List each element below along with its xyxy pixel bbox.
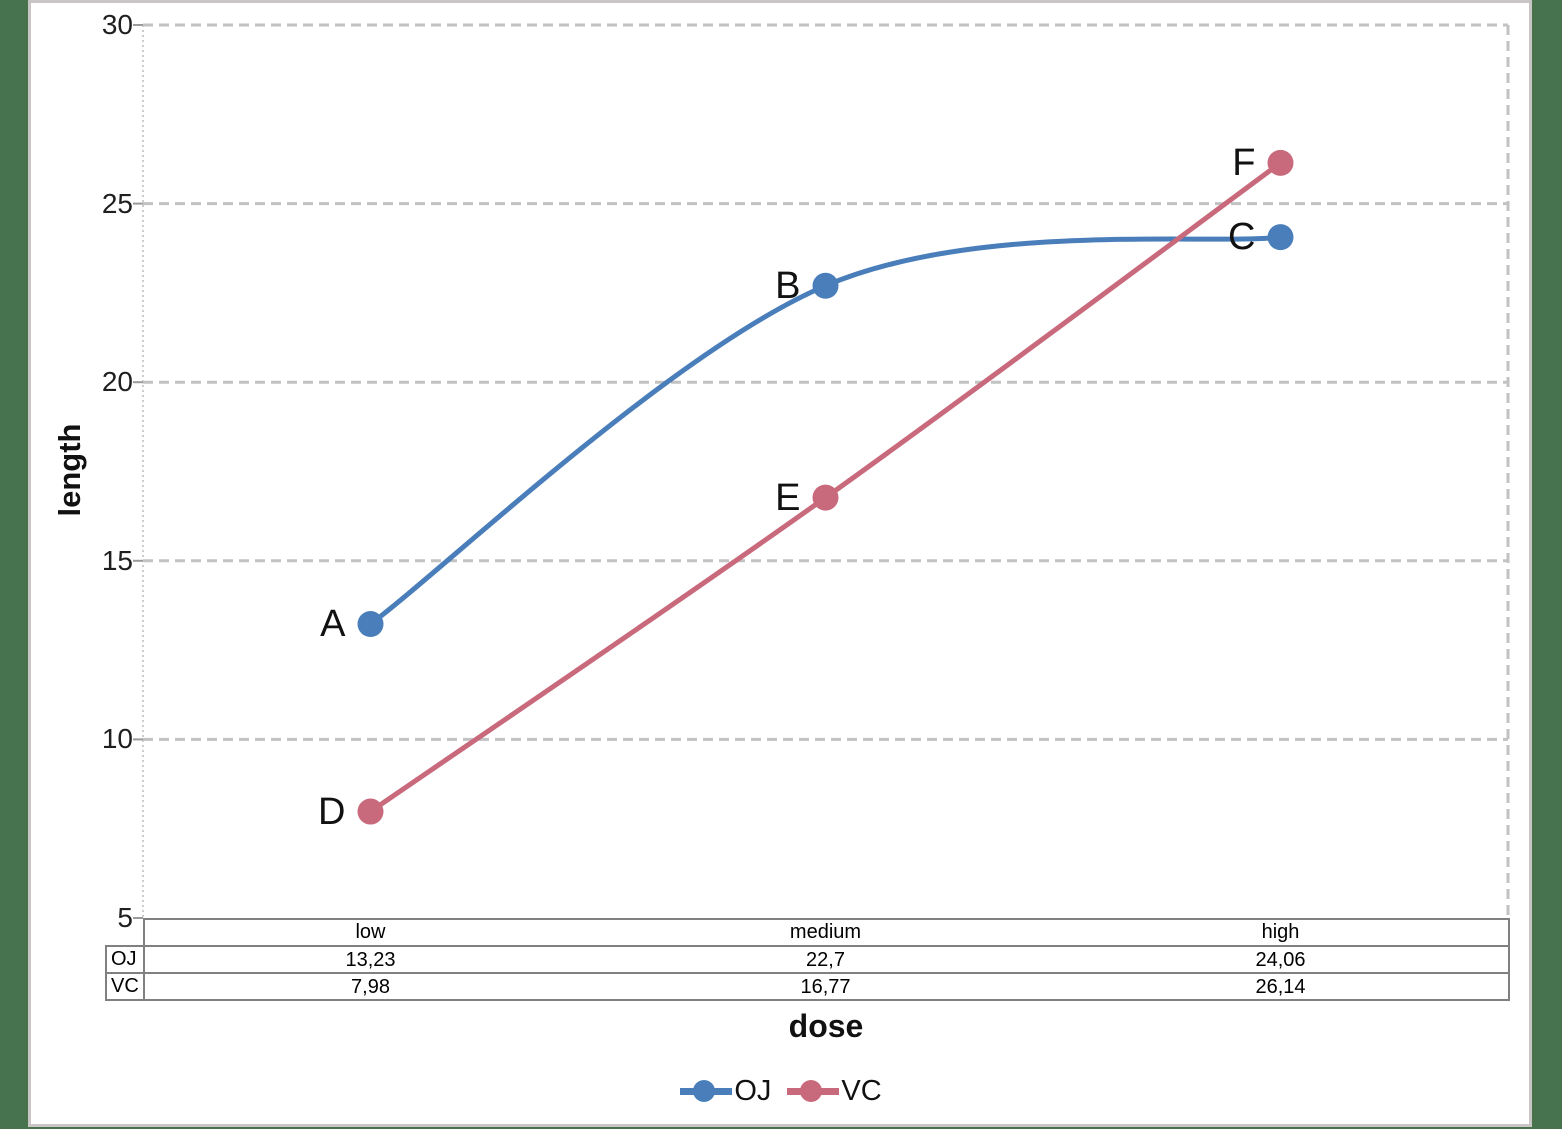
point-label-E: E bbox=[775, 476, 801, 519]
y-tick-label-10: 10 bbox=[101, 723, 133, 755]
point-label-D: D bbox=[318, 790, 346, 833]
legend-item-vc: VC bbox=[787, 1074, 882, 1108]
table-value-oj-low: 13,23 bbox=[345, 949, 396, 971]
table-row-header-oj: OJ bbox=[111, 948, 137, 970]
legend-label-vc: VC bbox=[841, 1074, 882, 1107]
table-border-row2 bbox=[105, 972, 1510, 974]
table-value-oj-medium: 22,7 bbox=[806, 949, 845, 971]
point-label-B: B bbox=[775, 264, 801, 307]
legend-label-oj: OJ bbox=[734, 1074, 772, 1107]
series-oj-point-low bbox=[357, 611, 384, 638]
table-border-mid bbox=[143, 918, 145, 1001]
series-oj-point-medium bbox=[812, 272, 839, 299]
chart-legend: OJ VC bbox=[0, 1069, 1562, 1113]
table-value-oj-high: 24,06 bbox=[1255, 949, 1306, 971]
series-vc-point-high bbox=[1267, 149, 1294, 176]
table-header-medium: medium bbox=[789, 921, 862, 943]
series-vc-point-low bbox=[357, 798, 384, 825]
series-oj-point-high bbox=[1267, 224, 1294, 251]
point-label-C: C bbox=[1228, 216, 1256, 259]
y-tick-label-20: 20 bbox=[101, 366, 133, 398]
table-value-vc-low: 7,98 bbox=[351, 976, 390, 998]
y-tick-label-5: 5 bbox=[117, 902, 133, 933]
table-value-vc-medium: 16,77 bbox=[800, 976, 851, 998]
point-label-A: A bbox=[320, 603, 346, 646]
table-row-header-vc: VC bbox=[111, 975, 139, 997]
table-header-low: low bbox=[355, 921, 386, 943]
legend-dot-oj-icon bbox=[693, 1080, 716, 1102]
point-label-F: F bbox=[1232, 141, 1256, 184]
table-border-bottom bbox=[105, 999, 1510, 1001]
table-border-right bbox=[1508, 918, 1510, 1001]
legend-marker-vc bbox=[787, 1079, 840, 1103]
y-axis-title: length bbox=[52, 423, 87, 517]
y-tick-label-25: 25 bbox=[101, 187, 133, 219]
y-tick-label-30: 30 bbox=[101, 9, 133, 40]
x-axis-title: dose bbox=[788, 1008, 864, 1044]
legend-marker-oj bbox=[680, 1079, 733, 1103]
legend-item-oj: OJ bbox=[680, 1075, 771, 1108]
table-border-row1 bbox=[105, 945, 1510, 947]
table-value-vc-high: 26,14 bbox=[1255, 976, 1306, 998]
series-vc-point-medium bbox=[812, 484, 839, 511]
table-header-high: high bbox=[1261, 921, 1300, 943]
legend-dot-vc-icon bbox=[800, 1080, 823, 1102]
y-tick-label-15: 15 bbox=[101, 544, 133, 576]
table-border-top bbox=[143, 918, 1510, 920]
slide-background bbox=[28, 0, 1532, 1127]
table-border-left bbox=[105, 945, 107, 1001]
